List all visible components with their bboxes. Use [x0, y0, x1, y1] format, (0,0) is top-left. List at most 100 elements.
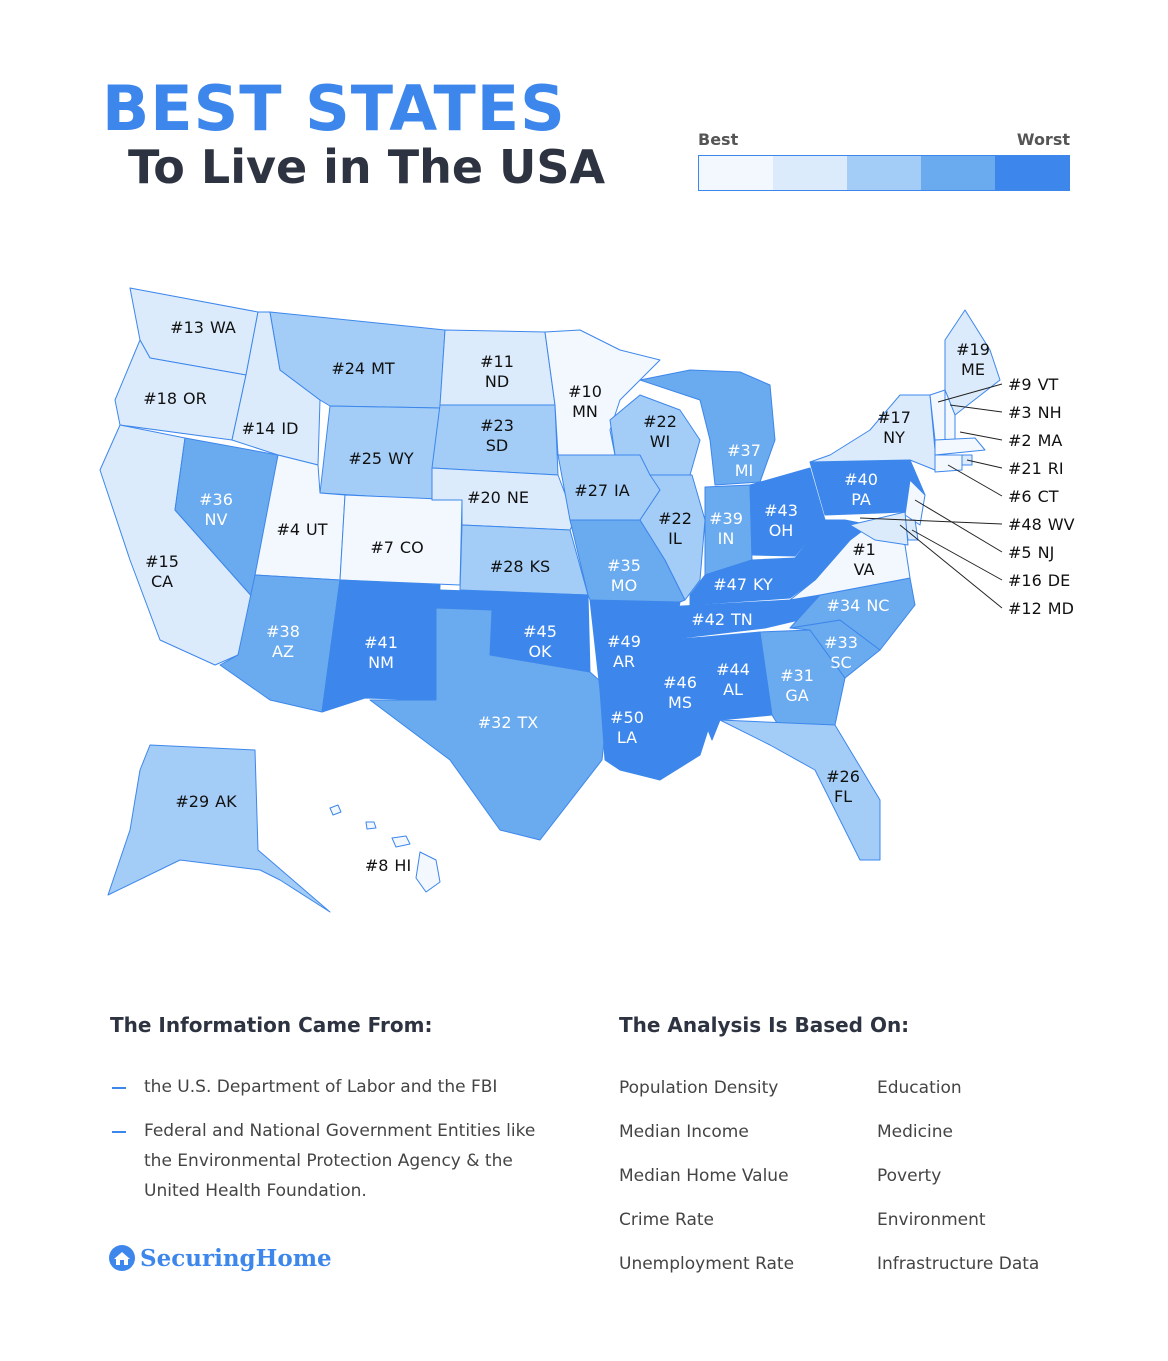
state-label: #1 VA	[852, 540, 876, 579]
state-abbr: HI	[394, 856, 411, 875]
state-abbr: NV	[205, 510, 228, 529]
state-label: #6 CT	[1008, 487, 1059, 506]
legend-swatch	[921, 156, 995, 190]
state-label: #13 WA	[170, 318, 236, 337]
state-abbr: OR	[183, 389, 207, 408]
sources-heading: The Information Came From:	[110, 1013, 433, 1037]
state-abbr: CA	[151, 572, 173, 591]
state-rank: #22	[658, 509, 692, 528]
state-rank: #35	[607, 556, 641, 575]
state-rank: #31	[780, 666, 814, 685]
leader-line	[914, 499, 1003, 553]
state-abbr: SD	[486, 436, 508, 455]
state-label: #44 AL	[716, 660, 750, 699]
state-rank: #25	[348, 449, 382, 468]
criterion: Crime Rate	[619, 1210, 714, 1230]
state-abbr: KS	[530, 557, 551, 576]
state-abbr: MI	[735, 461, 754, 480]
state-rank: #17	[877, 408, 911, 427]
leader-line	[959, 431, 1003, 441]
state-abbr: FL	[834, 787, 852, 806]
state-rank: #42	[691, 610, 725, 629]
leader-line	[949, 404, 1003, 413]
state-rank: #46	[663, 673, 697, 692]
state-label: #18 OR	[143, 389, 206, 408]
leader-line	[966, 459, 1003, 469]
state-rank: #23	[480, 416, 514, 435]
state-abbr: VT	[1038, 375, 1059, 394]
state-label: #12 MD	[1008, 599, 1074, 618]
criterion: Median Income	[619, 1122, 749, 1142]
state-label: #5 NJ	[1008, 543, 1054, 562]
state-rank: #24	[331, 359, 365, 378]
state-rank: #1	[852, 540, 876, 559]
state-label: #42 TN	[691, 610, 753, 629]
state-abbr: NJ	[1038, 543, 1055, 562]
state-abbr: OH	[769, 521, 794, 540]
state-rank: #34	[827, 596, 861, 615]
state-rank: #11	[480, 352, 514, 371]
criterion: Poverty	[877, 1166, 942, 1186]
state-label: #21 RI	[1008, 459, 1064, 478]
state-rank: #16	[1008, 571, 1042, 590]
state-abbr: ND	[485, 372, 509, 391]
state-rank: #18	[143, 389, 177, 408]
state-shape	[934, 454, 963, 473]
state-abbr: TN	[730, 610, 753, 629]
logo-icon	[109, 1245, 135, 1271]
source-item: the U.S. Department of Labor and the FBI	[110, 1072, 550, 1102]
source-item: Federal and National Government Entities…	[110, 1116, 550, 1206]
state-rank: #44	[716, 660, 750, 679]
state-shape	[321, 579, 441, 713]
state-rank: #28	[490, 557, 524, 576]
state-abbr: IN	[718, 529, 735, 548]
state-abbr: CO	[400, 538, 424, 557]
state-rank: #27	[574, 481, 608, 500]
state-abbr: NE	[507, 488, 529, 507]
state-rank: #15	[145, 552, 179, 571]
subtitle: To Live in The USA	[128, 140, 606, 194]
state-shape	[904, 479, 926, 526]
state-shape	[849, 511, 909, 546]
state-rank: #20	[467, 488, 501, 507]
leader-line	[937, 383, 1003, 403]
state-label: #28 KS	[490, 557, 550, 576]
state-abbr: ID	[281, 419, 298, 438]
state-abbr: NC	[866, 596, 889, 615]
state-rank: #38	[266, 622, 300, 641]
state-abbr: PA	[851, 490, 871, 509]
state-abbr: WI	[650, 432, 671, 451]
state-abbr: MO	[611, 576, 637, 595]
state-rank: #32	[478, 713, 512, 732]
state-abbr: UT	[306, 520, 328, 539]
state-label: #36 NV	[199, 490, 233, 529]
state-label: #24 MT	[331, 359, 395, 378]
state-label: #10 MN	[568, 382, 602, 421]
state-abbr: NY	[883, 428, 905, 447]
state-abbr: SC	[830, 653, 851, 672]
state-label: #48 WV	[1008, 515, 1075, 534]
state-shape	[544, 329, 661, 456]
state-label: #14 ID	[242, 419, 299, 438]
state-rank: #2	[1008, 431, 1032, 450]
state-rank: #26	[826, 767, 860, 786]
state-rank: #41	[364, 633, 398, 652]
state-label: #2 MA	[1008, 431, 1062, 450]
state-abbr: MS	[668, 693, 692, 712]
state-label: #27 IA	[574, 481, 629, 500]
legend: Best Worst	[698, 130, 1070, 191]
state-label: #43 OH	[764, 501, 798, 540]
state-rank: #50	[610, 708, 644, 727]
state-rank: #13	[170, 318, 204, 337]
criterion: Infrastructure Data	[877, 1254, 1040, 1274]
state-label: #35 MO	[607, 556, 641, 595]
state-abbr: NH	[1038, 403, 1062, 422]
state-label: #31 GA	[780, 666, 814, 705]
state-label: #40 PA	[844, 470, 878, 509]
state-rank: #14	[242, 419, 276, 438]
state-rank: #7	[370, 538, 394, 557]
criterion: Unemployment Rate	[619, 1254, 795, 1274]
state-label: #15 CA	[145, 552, 179, 591]
leader-line	[947, 464, 1003, 497]
